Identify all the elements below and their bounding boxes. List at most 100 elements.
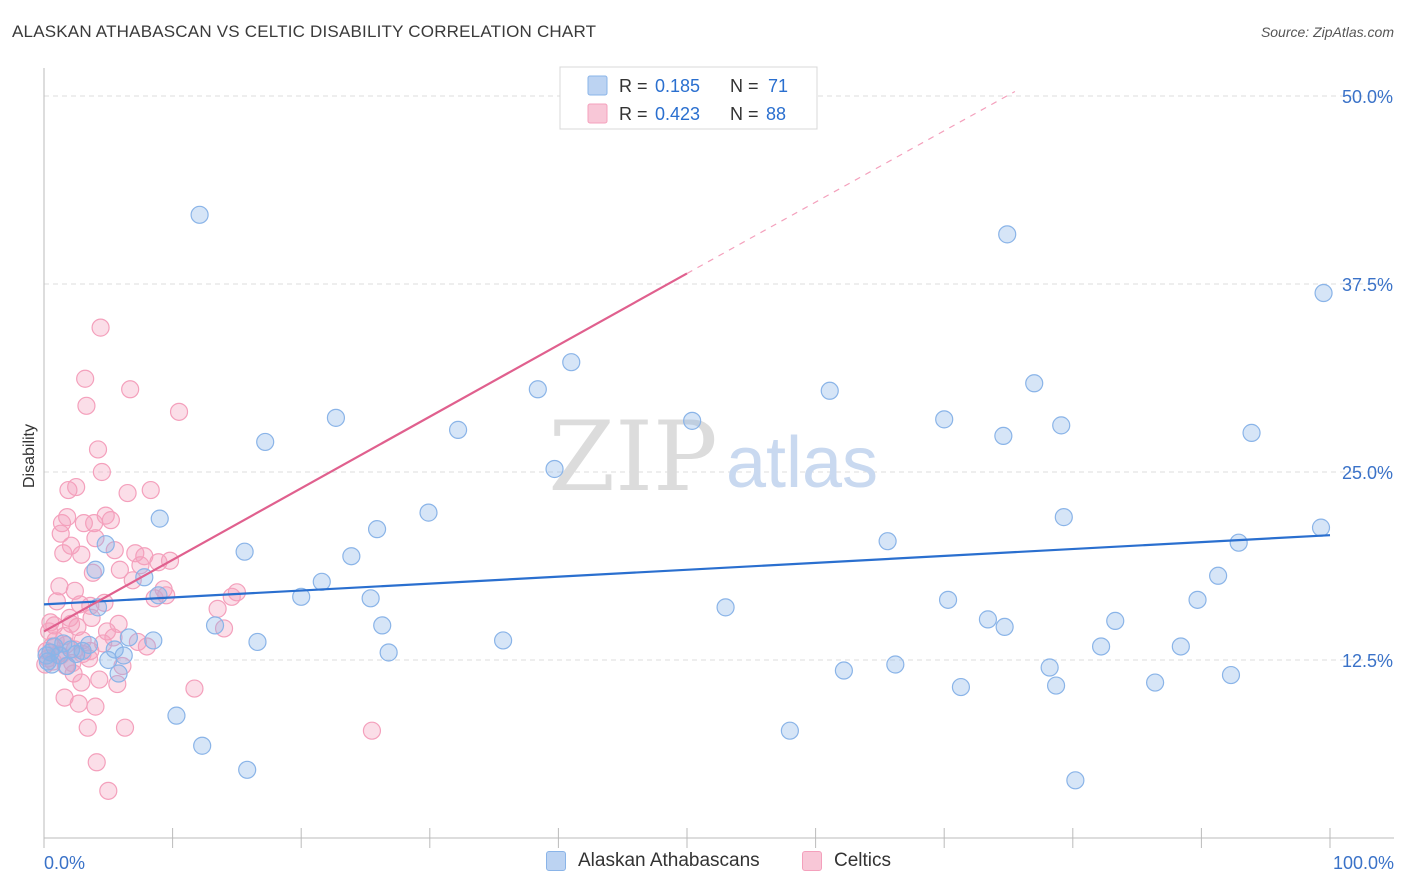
athabascan-point-62 [1046, 676, 1066, 695]
x-tick-label-min: 0.0% [44, 853, 85, 873]
celtic-trendline-extension [686, 90, 1016, 274]
athabascan-point-26 [193, 736, 212, 755]
celtic-point-45 [86, 697, 105, 716]
athabascan-point-70 [1188, 590, 1207, 609]
bottom-legend: Alaskan Athabascans Celtics [0, 850, 1406, 880]
athabascan-point-35 [342, 547, 361, 566]
athabascan-point-18 [114, 646, 133, 665]
athabascan-point-63 [1052, 416, 1071, 435]
athabascan-point-21 [144, 631, 163, 650]
celtic-point-56 [101, 511, 120, 530]
athabascan-point-27 [205, 616, 225, 635]
athabascan-point-44 [545, 459, 564, 479]
legend-n-label-1: N = [730, 76, 759, 96]
athabascan-point-49 [820, 381, 839, 400]
celtic-point-76 [157, 586, 176, 605]
legend-r-value-2: 0.423 [655, 104, 700, 124]
watermark-zip: ZIP [548, 401, 717, 513]
legend-swatch-athabascans [587, 75, 608, 96]
celtic-point-29 [68, 617, 87, 637]
celtic-point-38 [78, 718, 97, 737]
athabascan-point-61 [1040, 658, 1059, 677]
legend-n-value-2: 88 [766, 104, 786, 124]
celtic-point-58 [105, 541, 124, 560]
y-tick-label-1: 25.0% [1342, 463, 1393, 483]
athabascan-point-22 [149, 586, 168, 605]
celtic-point-86 [72, 673, 91, 692]
celtic-point-46 [87, 753, 106, 772]
celtic-point-64 [118, 483, 137, 503]
y-tick-label-0: 12.5% [1342, 651, 1393, 671]
legend-item-athabascans: Alaskan Athabascans [546, 850, 760, 872]
athabascan-point-73 [1229, 533, 1248, 552]
athabascan-point-75 [1311, 518, 1331, 537]
athabascan-point-64 [1054, 508, 1073, 527]
x-tick-label-max: 100.0% [1333, 853, 1394, 873]
celtic-point-84 [362, 721, 382, 740]
athabascan-point-54 [938, 590, 958, 609]
athabascan-point-41 [448, 420, 468, 439]
athabascan-point-74 [1242, 423, 1261, 442]
celtic-point-44 [86, 529, 105, 548]
legend-box: R = 0.185 N = 71 R = 0.423 N = 88 [559, 66, 818, 130]
athabascan-point-58 [995, 617, 1014, 637]
athabascan-point-76 [1314, 283, 1333, 303]
celtic-point-65 [121, 380, 140, 399]
legend-r-value-1: 0.185 [655, 76, 700, 96]
athabascan-point-71 [1209, 566, 1228, 585]
celtic-point-63 [115, 718, 135, 737]
legend-swatch-celtics [587, 103, 608, 124]
athabascan-point-53 [935, 410, 954, 429]
athabascan-point-66 [1091, 637, 1111, 656]
celtic-point-32 [72, 545, 91, 564]
athabascan-point-45 [562, 353, 581, 372]
legend-n-label-2: N = [730, 104, 759, 124]
athabascan-point-16 [105, 640, 124, 659]
legend-label-athabascans: Alaskan Athabascans [578, 850, 760, 871]
athabascan-point-68 [1146, 673, 1165, 692]
athabascan-point-67 [1106, 611, 1125, 630]
athabascan-point-43 [528, 380, 547, 399]
celtic-point-85 [55, 688, 74, 707]
legend-label-celtics: Celtics [834, 850, 892, 871]
athabascan-point-57 [994, 426, 1013, 446]
celtic-point-49 [91, 318, 110, 337]
athabascan-point-36 [361, 589, 380, 608]
athabascan-point-46 [683, 411, 702, 430]
celtic-point-55 [99, 781, 118, 800]
celtic-point-68 [128, 632, 147, 652]
celtic-point-42 [83, 563, 102, 582]
athabascan-point-65 [1066, 771, 1085, 790]
athabascan-point-25 [190, 205, 209, 224]
athabascan-point-50 [834, 661, 853, 680]
athabascan-point-34 [326, 408, 346, 427]
legend-r-label-2: R = [619, 104, 648, 124]
athabascan-point-17 [109, 664, 128, 683]
celtic-point-83 [227, 583, 246, 602]
chart-title: ALASKAN ATHABASCAN VS CELTIC DISABILITY … [12, 22, 597, 41]
y-tick-label-3: 50.0% [1342, 87, 1393, 107]
athabascan-point-48 [780, 721, 799, 740]
athabascan-point-33 [312, 572, 331, 591]
legend-item-celtics: Celtics [802, 850, 891, 872]
athabascan-point-24 [167, 706, 186, 725]
y-tick-label-2: 37.5% [1342, 275, 1393, 295]
legend-r-label-1: R = [619, 76, 648, 96]
athabascan-point-59 [998, 225, 1017, 244]
celtic-point-78 [169, 402, 189, 421]
celtic-trendline [43, 272, 688, 633]
athabascan-point-52 [886, 655, 905, 674]
athabascan-point-39 [379, 643, 398, 662]
athabascan-point-12 [86, 560, 105, 579]
athabascan-point-51 [878, 532, 897, 551]
athabascan-trendline [43, 534, 1331, 606]
athabascan-point-40 [419, 503, 438, 522]
athabascan-point-30 [248, 632, 267, 652]
athabascan-point-23 [150, 509, 169, 528]
legend-n-value-1: 71 [768, 76, 788, 96]
y-axis-label: Disability [21, 424, 38, 488]
athabascan-point-69 [1171, 637, 1190, 656]
celtic-point-28 [67, 477, 86, 497]
athabascan-point-11 [79, 635, 99, 655]
